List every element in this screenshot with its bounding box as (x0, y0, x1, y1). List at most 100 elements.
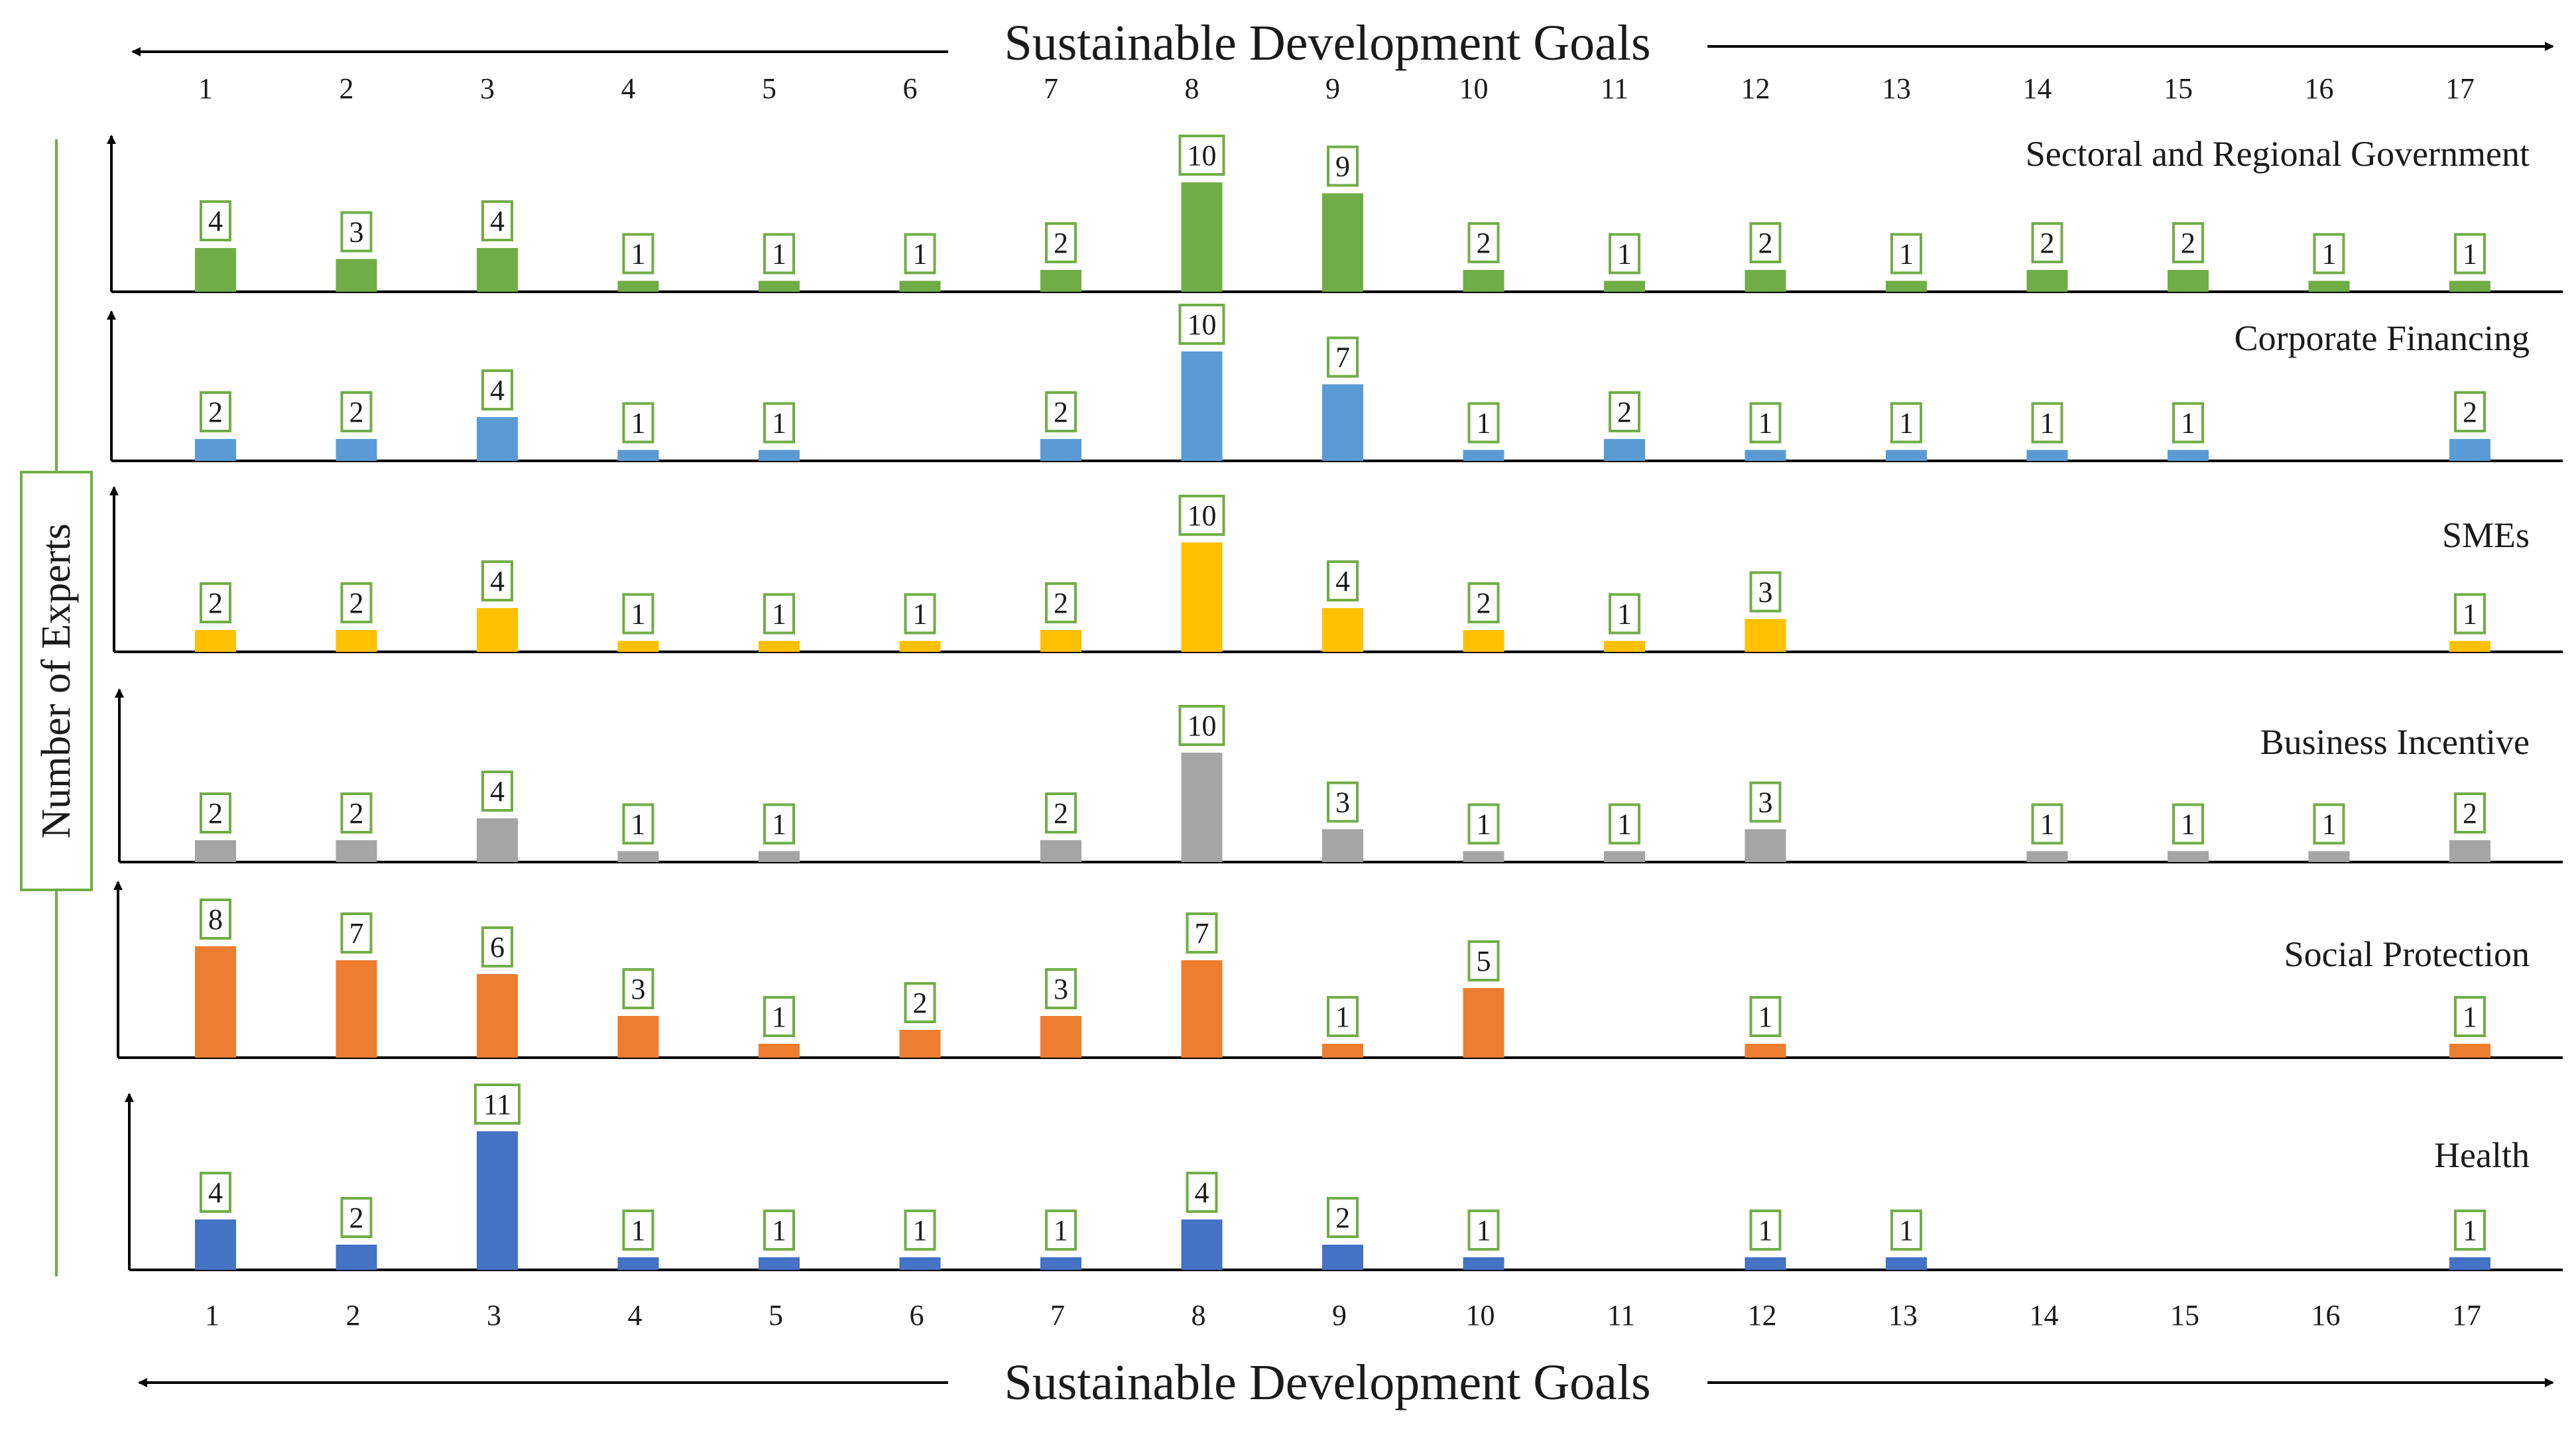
data-label: 3 (1054, 973, 1068, 1005)
bar (2449, 1257, 2490, 1270)
data-label: 1 (2040, 407, 2055, 440)
data-label-box (2454, 593, 2486, 635)
bar (2449, 439, 2490, 461)
data-label: 1 (1899, 1214, 1914, 1247)
bar (1322, 608, 1363, 652)
data-label: 9 (1335, 151, 1350, 183)
bar (2168, 450, 2209, 461)
top-tick-label: 6 (903, 72, 918, 105)
bar (1181, 182, 1223, 292)
bar (1181, 351, 1223, 461)
bar (1463, 851, 1504, 862)
bar (617, 641, 659, 652)
bar (1040, 840, 1081, 862)
data-label: 8 (208, 903, 223, 936)
data-label: 1 (1617, 598, 1632, 631)
data-label-box (340, 792, 373, 834)
bar (336, 1245, 377, 1270)
data-label-box (340, 582, 373, 623)
data-label-box (2172, 402, 2204, 444)
bar (1181, 1219, 1223, 1270)
bar (1322, 1044, 1363, 1058)
data-label: 1 (1477, 1214, 1491, 1247)
data-label: 2 (208, 797, 223, 830)
data-label-box (200, 792, 231, 834)
data-label: 4 (490, 775, 505, 808)
ylabel-box (20, 471, 93, 891)
data-label: 1 (2322, 238, 2337, 271)
data-label: 1 (631, 238, 646, 271)
bar (1886, 450, 1927, 461)
data-label-box (622, 593, 654, 635)
bottom-tick-label: 16 (2311, 1299, 2341, 1332)
data-label-box (200, 200, 231, 241)
panel-title: Health (2434, 1135, 2530, 1175)
data-label-box (904, 233, 936, 275)
data-label-box (622, 1210, 654, 1251)
data-label: 1 (2463, 1214, 2477, 1247)
data-label: 1 (913, 1214, 928, 1247)
data-label: 2 (208, 396, 223, 428)
data-label-box (1327, 560, 1359, 601)
data-label: 1 (2463, 1001, 2477, 1033)
data-label: 1 (1758, 407, 1773, 440)
bar (2168, 851, 2209, 862)
data-label: 3 (1335, 786, 1350, 819)
bar (1322, 384, 1363, 461)
bar (195, 840, 236, 862)
top-tick-label: 5 (762, 72, 776, 105)
data-label-box (1045, 968, 1077, 1009)
data-label: 1 (631, 1214, 646, 1247)
bottom-tick-label: 7 (1050, 1299, 1065, 1332)
data-label-box (763, 996, 795, 1037)
data-label-box (2313, 233, 2345, 275)
data-label: 2 (1477, 227, 1491, 259)
data-label: 10 (1188, 499, 1217, 532)
data-label-box (200, 391, 231, 432)
data-label-box (904, 1210, 936, 1251)
data-label-box (763, 1210, 795, 1251)
data-label-box (1178, 495, 1225, 536)
bar (477, 818, 518, 862)
bottom-tick-label: 4 (628, 1299, 643, 1332)
data-label-box (340, 391, 373, 432)
data-label: 7 (349, 917, 364, 950)
data-label-box (2313, 803, 2345, 845)
data-label: 1 (1335, 1001, 1350, 1033)
data-label: 1 (1054, 1214, 1068, 1247)
panel-title: Business Incentive (2260, 722, 2530, 762)
data-label: 1 (1477, 808, 1491, 841)
data-label-box (1749, 571, 1782, 613)
bar (1463, 630, 1504, 652)
data-label: 1 (2181, 407, 2195, 440)
bar (2308, 280, 2350, 292)
bar (1745, 270, 1786, 292)
bottom-tick-label: 9 (1332, 1299, 1347, 1332)
bar (1181, 753, 1223, 862)
bar (1040, 439, 1081, 461)
bottom-tick-label: 15 (2170, 1299, 2199, 1332)
data-label: 1 (1899, 407, 1914, 440)
bottom-title: Sustainable Development Goals (1004, 1355, 1650, 1410)
data-label-box (1749, 402, 1782, 444)
bar (195, 1219, 236, 1270)
bottom-tick-label: 8 (1192, 1299, 1206, 1332)
data-label: 2 (349, 797, 364, 830)
bar (1604, 641, 1645, 652)
data-label-box (1467, 222, 1500, 263)
bar (1040, 630, 1081, 652)
bar (899, 1030, 941, 1058)
data-label-box (1327, 781, 1359, 823)
bar (899, 1257, 941, 1270)
data-label: 1 (2181, 808, 2195, 841)
data-label-box (2031, 803, 2063, 845)
data-label: 4 (490, 565, 505, 597)
data-label: 2 (1758, 227, 1773, 259)
bar (1463, 988, 1504, 1058)
data-label: 3 (1758, 576, 1773, 609)
data-label-box (340, 1197, 373, 1238)
data-label-box (1749, 996, 1782, 1037)
